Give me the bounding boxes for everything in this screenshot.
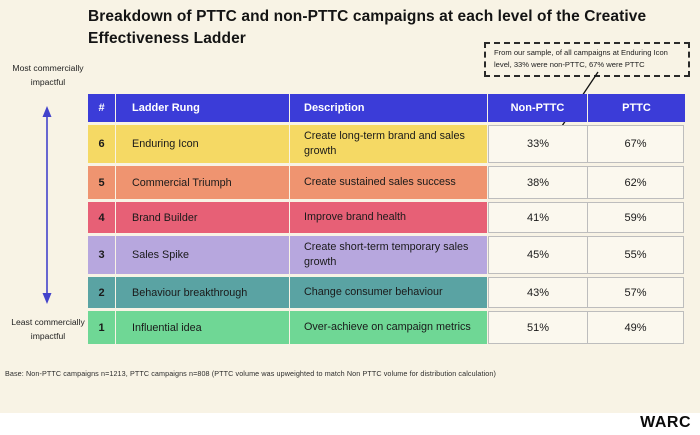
table-row-enduring-icon: 6 Enduring Icon Create long-term brand a… xyxy=(88,125,685,163)
row-pttc-cell: 62% xyxy=(587,166,684,199)
table-row-brand-builder: 4 Brand Builder Improve brand health 41%… xyxy=(88,202,685,233)
base-note: Base: Non-PTTC campaigns n=1213, PTTC ca… xyxy=(5,369,496,378)
row-level-cell: 1 xyxy=(88,311,116,344)
figure-panel: Breakdown of PTTC and non-PTTC campaigns… xyxy=(0,0,700,413)
row-nonpttc-cell: 38% xyxy=(488,166,588,199)
row-nonpttc-cell: 41% xyxy=(488,202,588,233)
row-description-cell: Create long-term brand and sales growth xyxy=(290,125,488,163)
row-pttc-cell: 55% xyxy=(587,236,684,274)
table-row-commercial-triumph: 5 Commercial Triumph Create sustained sa… xyxy=(88,166,685,199)
row-rung-cell: Enduring Icon xyxy=(116,125,290,163)
row-description-cell: Change consumer behaviour xyxy=(290,277,488,308)
row-rung-cell: Sales Spike xyxy=(116,236,290,274)
row-level-cell: 6 xyxy=(88,125,116,163)
row-level-cell: 2 xyxy=(88,277,116,308)
header-description: Description xyxy=(290,94,488,122)
impact-scale-arrow-icon xyxy=(42,106,52,304)
footer-strip: WARC xyxy=(0,413,700,435)
row-description-cell: Create short-term temporary sales growth xyxy=(290,236,488,274)
ladder-table: # Ladder Rung Description Non-PTTC PTTC … xyxy=(88,94,685,347)
row-pttc-cell: 59% xyxy=(587,202,684,233)
row-rung-cell: Brand Builder xyxy=(116,202,290,233)
row-rung-cell: Influential idea xyxy=(116,311,290,344)
row-pttc-cell: 67% xyxy=(587,125,684,163)
row-rung-cell: Behaviour breakthrough xyxy=(116,277,290,308)
row-nonpttc-cell: 45% xyxy=(488,236,588,274)
page-title: Breakdown of PTTC and non-PTTC campaigns… xyxy=(88,8,647,48)
row-description-cell: Over-achieve on campaign metrics xyxy=(290,311,488,344)
table-row-influential-idea: 1 Influential idea Over-achieve on campa… xyxy=(88,311,685,344)
header-non-pttc: Non-PTTC xyxy=(488,94,588,122)
row-level-cell: 4 xyxy=(88,202,116,233)
table-header-row: # Ladder Rung Description Non-PTTC PTTC xyxy=(88,94,685,122)
row-description-cell: Create sustained sales success xyxy=(290,166,488,199)
row-nonpttc-cell: 51% xyxy=(488,311,588,344)
row-level-cell: 5 xyxy=(88,166,116,199)
header-level: # xyxy=(88,94,116,122)
table-row-sales-spike: 3 Sales Spike Create short-term temporar… xyxy=(88,236,685,274)
row-pttc-cell: 49% xyxy=(587,311,684,344)
row-pttc-cell: 57% xyxy=(587,277,684,308)
row-level-cell: 3 xyxy=(88,236,116,274)
row-description-cell: Improve brand health xyxy=(290,202,488,233)
header-pttc: PTTC xyxy=(622,102,651,114)
warc-logo: WARC xyxy=(640,414,691,431)
header-ladder-rung: Ladder Rung xyxy=(116,94,290,122)
annotation-callout: From our sample, of all campaigns at End… xyxy=(484,42,690,77)
row-nonpttc-cell: 33% xyxy=(488,125,588,163)
least-impactful-label: Least commercially impactful xyxy=(11,317,85,341)
row-nonpttc-cell: 43% xyxy=(488,277,588,308)
row-rung-cell: Commercial Triumph xyxy=(116,166,290,199)
table-row-behaviour-breakthrough: 2 Behaviour breakthrough Change consumer… xyxy=(88,277,685,308)
most-impactful-label: Most commercially impactful xyxy=(12,63,84,87)
